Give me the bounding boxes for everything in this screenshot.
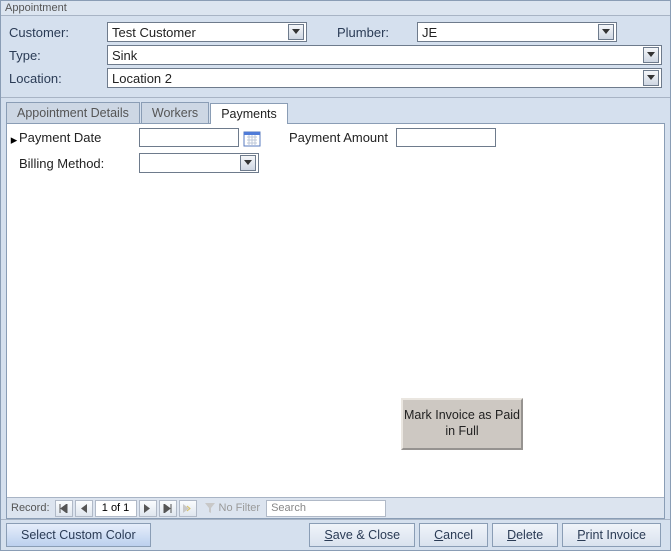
plumber-value: JE <box>422 25 598 40</box>
chevron-down-icon[interactable] <box>643 47 659 63</box>
customer-label: Customer: <box>7 25 107 40</box>
chevron-down-icon[interactable] <box>598 24 614 40</box>
chevron-down-icon[interactable] <box>240 155 256 171</box>
new-record-icon[interactable] <box>179 500 197 517</box>
payment-date-input[interactable] <box>139 128 239 147</box>
type-combo[interactable]: Sink <box>107 45 662 65</box>
window-title: Appointment <box>1 1 670 16</box>
select-color-button[interactable]: Select Custom Color <box>6 523 151 547</box>
prev-record-icon[interactable] <box>75 500 93 517</box>
tab-body: ▸ Payment Date <box>6 123 665 519</box>
delete-button[interactable]: Delete <box>492 523 558 547</box>
type-label: Type: <box>7 48 107 63</box>
no-filter-text: No Filter <box>219 502 261 514</box>
plumber-combo[interactable]: JE <box>417 22 617 42</box>
payment-amount-label: Payment Amount <box>289 130 388 145</box>
search-input[interactable]: Search <box>266 500 386 517</box>
tab-payments[interactable]: Payments <box>210 103 288 124</box>
mark-paid-button[interactable]: Mark Invoice as Paid in Full <box>401 398 523 450</box>
calendar-icon[interactable] <box>243 129 261 147</box>
cancel-button[interactable]: Cancel <box>419 523 488 547</box>
filter-icon <box>204 502 216 514</box>
billing-method-label: Billing Method: <box>19 156 139 171</box>
payment-amount-input[interactable] <box>396 128 496 147</box>
last-record-icon[interactable] <box>159 500 177 517</box>
tab-appointment-details[interactable]: Appointment Details <box>6 102 140 123</box>
billing-method-combo[interactable] <box>139 153 259 173</box>
first-record-icon[interactable] <box>55 500 73 517</box>
record-label: Record: <box>11 502 50 514</box>
record-selector-icon[interactable]: ▸ <box>9 128 19 493</box>
chevron-down-icon[interactable] <box>643 70 659 86</box>
payments-panel: ▸ Payment Date <box>7 124 664 497</box>
no-filter-indicator[interactable]: No Filter <box>204 502 261 514</box>
type-value: Sink <box>112 48 643 63</box>
search-placeholder: Search <box>271 502 306 514</box>
chevron-down-icon[interactable] <box>288 24 304 40</box>
tabs-region: Appointment Details Workers Payments ▸ P… <box>1 97 670 519</box>
record-position[interactable] <box>95 500 137 517</box>
tab-workers[interactable]: Workers <box>141 102 209 123</box>
location-label: Location: <box>7 71 107 86</box>
record-navigator: Record: No Filte <box>7 497 664 518</box>
location-value: Location 2 <box>112 71 643 86</box>
next-record-icon[interactable] <box>139 500 157 517</box>
appointment-window: Appointment Customer: Test Customer Plum… <box>0 0 671 551</box>
tabstrip: Appointment Details Workers Payments <box>6 102 665 123</box>
customer-combo[interactable]: Test Customer <box>107 22 307 42</box>
print-invoice-button[interactable]: Print Invoice <box>562 523 661 547</box>
plumber-label: Plumber: <box>337 25 417 40</box>
customer-value: Test Customer <box>112 25 288 40</box>
location-combo[interactable]: Location 2 <box>107 68 662 88</box>
payment-date-label: Payment Date <box>19 130 139 145</box>
footer-toolbar: Select Custom Color Save & Close Cancel … <box>1 519 670 550</box>
header-form: Customer: Test Customer Plumber: JE Type… <box>1 16 670 97</box>
save-close-button[interactable]: Save & Close <box>309 523 415 547</box>
